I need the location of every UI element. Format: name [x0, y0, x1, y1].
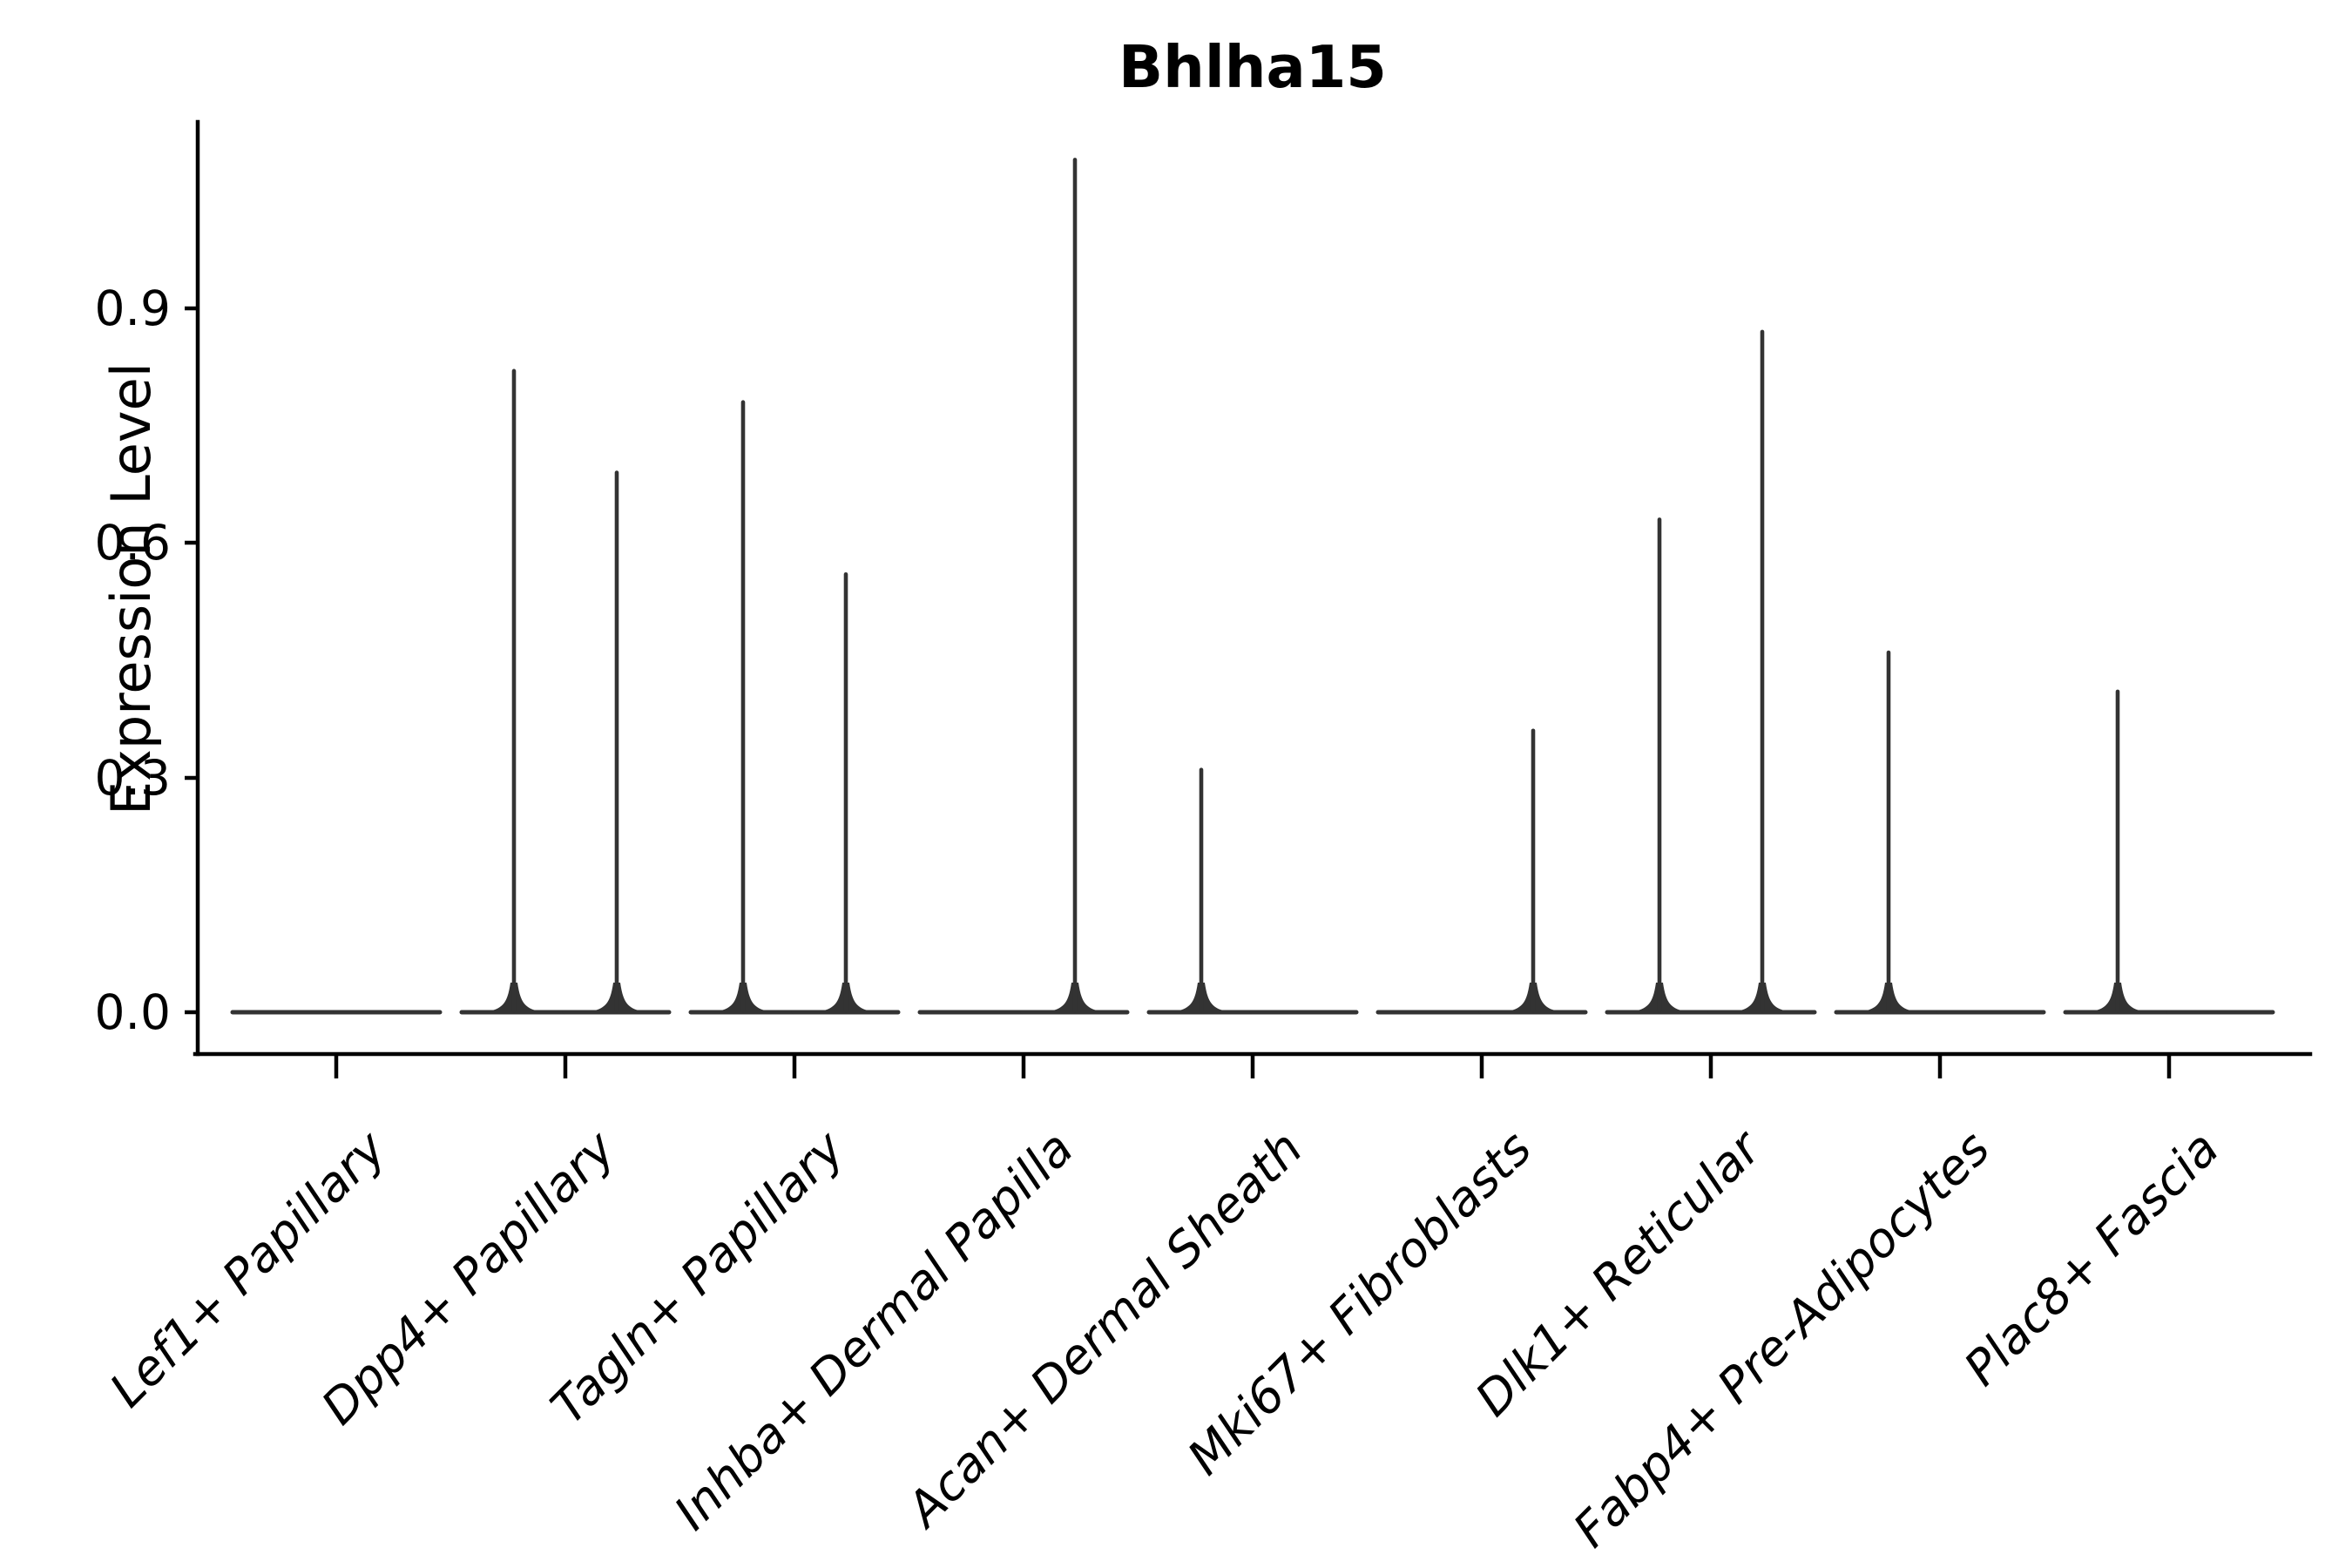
- y-tick-label: 0.3: [95, 750, 171, 806]
- y-tick-label: 0.0: [95, 984, 171, 1040]
- y-tick-label: 0.9: [95, 280, 171, 336]
- chart-title: Bhlha15: [1119, 33, 1387, 101]
- violins-group: [230, 158, 2275, 1015]
- x-tick-label: Acan+ Dermal Sheath: [895, 1120, 1314, 1539]
- y-axis-title: Expression Level: [99, 362, 163, 815]
- x-tick-label: Inhba+ Dermal Papilla: [664, 1120, 1084, 1540]
- x-tick-label: Fabp4+ Pre-Adipocytes: [1563, 1120, 2000, 1558]
- y-tick-label: 0.6: [95, 515, 171, 571]
